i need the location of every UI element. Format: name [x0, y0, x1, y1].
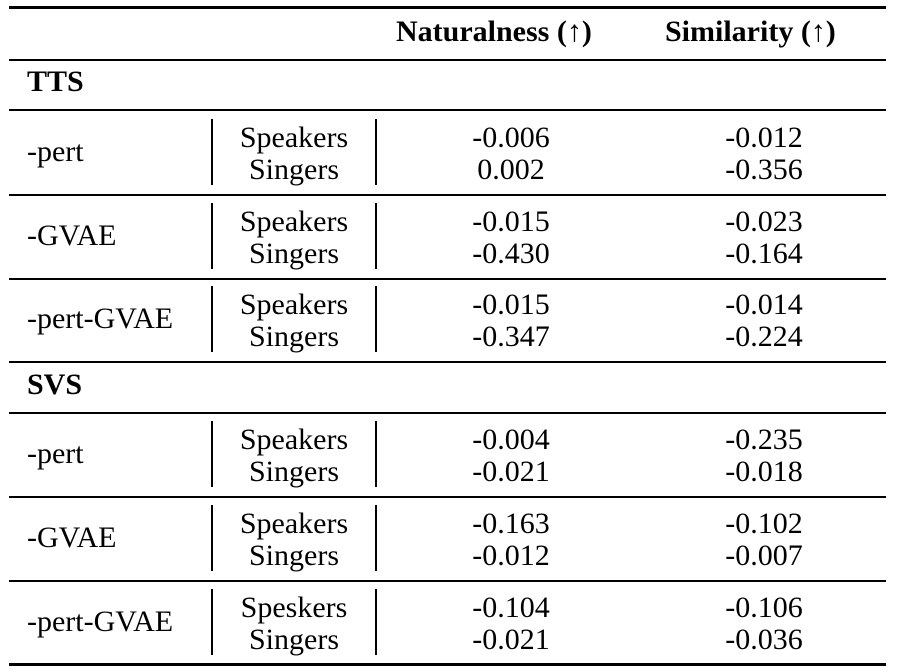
method-label: -GVAE — [27, 219, 117, 252]
table-row-group: -pert-GVAE Speskers Singers -0.104 -0.02… — [9, 582, 886, 662]
similarity-value: -0.012 — [725, 121, 803, 154]
naturalness-value: -0.021 — [472, 623, 550, 656]
column-divider — [211, 203, 213, 269]
naturalness-value: 0.002 — [477, 153, 545, 186]
similarity-value: -0.356 — [725, 153, 803, 186]
section-rule-tts — [9, 109, 886, 111]
similarity-value: -0.106 — [725, 591, 803, 624]
condition-label: Singers — [249, 153, 339, 186]
similarity-value: -0.164 — [725, 237, 803, 270]
similarity-value: -0.014 — [725, 288, 803, 321]
column-divider — [375, 286, 377, 352]
method-label: -pert — [27, 437, 84, 470]
method-label: -pert-GVAE — [27, 605, 174, 638]
method-label: -pert — [27, 135, 84, 168]
naturalness-value: -0.012 — [472, 539, 550, 572]
column-divider — [211, 286, 213, 352]
condition-label: Speakers — [239, 121, 349, 154]
table-row-group: -pert-GVAE Speakers Singers -0.015 -0.34… — [9, 279, 886, 359]
naturalness-value: -0.015 — [472, 288, 550, 321]
naturalness-value: -0.104 — [472, 591, 550, 624]
section-end-rule — [9, 361, 886, 363]
column-divider — [211, 119, 213, 185]
condition-label: Speskers — [240, 591, 348, 624]
bottom-rule — [9, 663, 886, 666]
similarity-value: -0.235 — [725, 423, 803, 456]
condition-label: Singers — [249, 237, 339, 270]
column-divider — [211, 421, 213, 487]
table-row-group: -GVAE Speakers Singers -0.015 -0.430 -0.… — [9, 196, 886, 276]
similarity-value: -0.036 — [725, 623, 803, 656]
column-divider — [375, 421, 377, 487]
naturalness-value: -0.347 — [472, 320, 550, 353]
condition-label: Singers — [249, 455, 339, 488]
group-rule — [9, 580, 886, 582]
header-similarity: Similarity (↑) — [665, 15, 836, 48]
condition-label: Singers — [249, 320, 339, 353]
condition-label: Speakers — [239, 507, 349, 540]
similarity-value: -0.007 — [725, 539, 803, 572]
section-title-tts: TTS — [27, 65, 84, 98]
naturalness-value: -0.163 — [472, 507, 550, 540]
naturalness-value: -0.021 — [472, 455, 550, 488]
column-divider — [375, 203, 377, 269]
table-row-group: -GVAE Speakers Singers -0.163 -0.012 -0.… — [9, 498, 886, 578]
table-row-group: -pert Speakers Singers -0.004 -0.021 -0.… — [9, 414, 886, 494]
similarity-value: -0.102 — [725, 507, 803, 540]
column-divider — [211, 505, 213, 571]
table-row-group: -pert Speakers Singers -0.006 0.002 -0.0… — [9, 112, 886, 192]
method-label: -pert-GVAE — [27, 302, 174, 335]
similarity-value: -0.023 — [725, 205, 803, 238]
condition-label: Singers — [249, 539, 339, 572]
section-rule-svs — [9, 412, 886, 414]
column-divider — [211, 589, 213, 655]
group-rule — [9, 496, 886, 498]
column-divider — [375, 119, 377, 185]
condition-label: Speakers — [239, 423, 349, 456]
naturalness-value: -0.006 — [472, 121, 550, 154]
condition-label: Speakers — [239, 205, 349, 238]
section-title-svs: SVS — [27, 368, 83, 401]
naturalness-value: -0.430 — [472, 237, 550, 270]
header-rule — [9, 59, 886, 61]
top-rule — [9, 6, 886, 9]
column-divider — [375, 589, 377, 655]
similarity-value: -0.224 — [725, 320, 803, 353]
condition-label: Speakers — [239, 288, 349, 321]
naturalness-value: -0.015 — [472, 205, 550, 238]
group-rule — [9, 194, 886, 196]
column-divider — [375, 505, 377, 571]
similarity-value: -0.018 — [725, 455, 803, 488]
group-rule — [9, 278, 886, 280]
condition-label: Singers — [249, 623, 339, 656]
naturalness-value: -0.004 — [472, 423, 550, 456]
header-naturalness: Naturalness (↑) — [396, 15, 592, 48]
method-label: -GVAE — [27, 521, 117, 554]
